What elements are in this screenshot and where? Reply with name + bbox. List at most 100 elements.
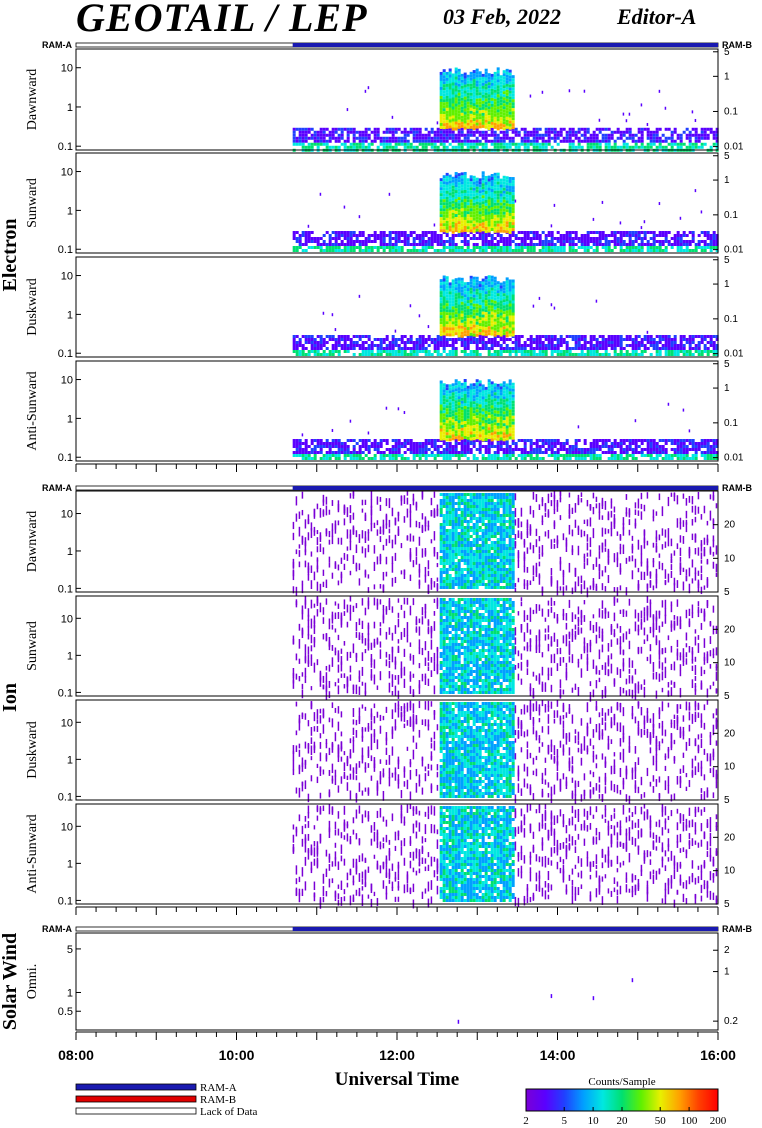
spectrogram-pixel	[469, 296, 473, 300]
spectrogram-pixel	[463, 350, 467, 353]
spectrogram-pixel	[439, 193, 443, 197]
spectrogram-pixel	[457, 107, 461, 111]
spectrogram-pixel	[328, 451, 332, 454]
spectrogram-pixel	[388, 237, 392, 240]
spectrogram-pixel	[478, 395, 482, 399]
spectrogram-pixel	[430, 445, 434, 448]
spectrogram-pixel	[520, 246, 524, 249]
spectrogram-pixel	[553, 203, 556, 207]
spectrogram-pixel	[541, 133, 545, 137]
spectrogram-pixel	[613, 442, 617, 445]
spectrogram-pixel	[682, 231, 686, 234]
spectrogram-pixel	[454, 100, 458, 104]
spectrogram-pixel	[625, 136, 629, 140]
spectrogram-pixel	[475, 145, 479, 149]
spectrogram-pixel	[499, 442, 503, 445]
spectrogram-pixel	[403, 344, 407, 347]
spectrogram-pixel	[520, 457, 524, 460]
spectrogram-pixel	[466, 391, 470, 395]
spectrogram-pixel	[508, 84, 512, 88]
spectrogram-pixel	[439, 285, 443, 289]
spectrogram-pixel	[325, 454, 329, 457]
spectrogram-pixel	[589, 246, 593, 249]
spectrogram-pixel	[676, 246, 680, 249]
spectrogram-pixel	[508, 209, 512, 213]
spectrogram-pixel	[448, 300, 452, 304]
spectrogram-pixel	[406, 439, 410, 442]
spectrogram-pixel	[454, 454, 458, 457]
spectrogram-pixel	[574, 344, 578, 347]
spectrogram-pixel	[439, 237, 443, 240]
spectrogram-pixel	[526, 231, 530, 234]
spectrogram-pixel	[406, 457, 410, 460]
spectrogram-pixel	[430, 451, 434, 454]
spectrogram-pixel	[472, 306, 476, 310]
spectrogram-pixel	[466, 125, 470, 129]
spectrogram-pixel	[385, 448, 389, 451]
spectrogram-pixel	[613, 240, 617, 243]
spectrogram-pixel	[475, 353, 479, 356]
spectrogram-pixel	[523, 341, 527, 344]
spectrogram-pixel	[505, 185, 509, 189]
spectrogram-pixel	[358, 139, 362, 143]
spectrogram-pixel	[382, 231, 386, 234]
spectrogram-pixel	[442, 350, 446, 353]
spectrogram-pixel	[439, 315, 443, 319]
spectrogram-pixel	[394, 231, 398, 234]
spectrogram-pixel	[310, 246, 314, 249]
spectrogram-pixel	[454, 127, 458, 131]
spectrogram-pixel	[640, 350, 644, 353]
spectrogram-pixel	[439, 125, 443, 129]
spectrogram-pixel	[493, 237, 497, 240]
spectrogram-pixel	[337, 338, 341, 341]
spectrogram-pixel	[502, 184, 506, 188]
spectrogram-pixel	[487, 211, 491, 215]
spectrogram-pixel	[496, 229, 500, 233]
spectrogram-pixel	[463, 315, 467, 319]
spectrogram-pixel	[394, 136, 398, 140]
spectrogram-pixel	[670, 338, 674, 341]
spectrogram-pixel	[430, 231, 434, 234]
spectrogram-pixel	[487, 240, 491, 243]
spectrogram-pixel	[628, 237, 632, 240]
spectrogram-pixel	[493, 142, 497, 146]
spectrogram-pixel	[412, 243, 416, 246]
spectrogram-pixel	[454, 430, 458, 434]
spectrogram-pixel	[496, 445, 500, 448]
spectrogram-pixel	[481, 243, 485, 246]
spectrogram-pixel	[511, 139, 515, 143]
spectrogram-pixel	[481, 426, 485, 430]
spectrogram-pixel	[676, 234, 680, 237]
spectrogram-pixel	[325, 442, 329, 445]
spectrogram-pixel	[346, 231, 350, 234]
spectrogram-pixel	[439, 416, 443, 420]
spectrogram-pixel	[490, 112, 494, 116]
spectrogram-pixel	[475, 409, 479, 413]
spectrogram-pixel	[646, 130, 650, 134]
spectrogram-pixel	[568, 445, 572, 448]
spectrogram-pixel	[505, 422, 509, 426]
spectrogram-pixel	[475, 385, 479, 389]
spectrogram-pixel	[487, 106, 491, 110]
spectrogram-pixel	[451, 124, 455, 128]
spectrogram-pixel	[475, 303, 479, 307]
spectrogram-pixel	[463, 84, 467, 88]
spectrogram-pixel	[466, 442, 470, 445]
spectrogram-pixel	[496, 296, 500, 300]
spectrogram-pixel	[562, 445, 566, 448]
spectrogram-pixel	[379, 442, 383, 445]
spectrogram-pixel	[496, 392, 500, 396]
spectrogram-pixel	[391, 139, 395, 143]
spectrogram-pixel	[445, 445, 449, 448]
spectrogram-pixel	[529, 442, 533, 445]
spectrogram-pixel	[661, 249, 665, 252]
spectrogram-pixel	[487, 406, 491, 410]
spectrogram-pixel	[538, 350, 542, 353]
spectrogram-pixel	[385, 127, 389, 131]
spectrogram-pixel	[505, 289, 509, 293]
spectrogram-pixel	[505, 212, 509, 216]
spectrogram-pixel	[493, 125, 497, 129]
spectrogram-pixel	[433, 344, 437, 347]
spectrogram-pixel	[601, 439, 605, 442]
spectrogram-pixel	[460, 76, 464, 80]
